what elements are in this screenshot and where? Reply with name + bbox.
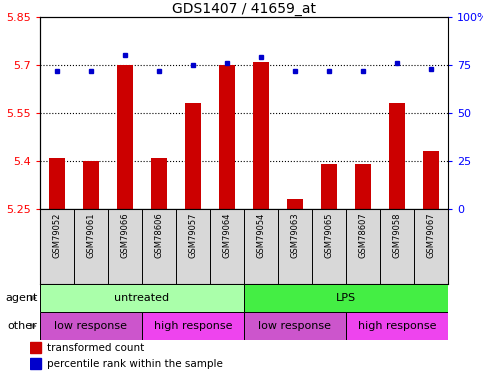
Text: high response: high response [358, 321, 436, 331]
Bar [49, 158, 65, 209]
Text: GSM79064: GSM79064 [223, 213, 231, 258]
Bar [40, 312, 142, 340]
Text: GSM79061: GSM79061 [86, 213, 96, 258]
Text: GSM79065: GSM79065 [325, 213, 333, 258]
Bar [84, 161, 99, 209]
Bar [389, 104, 405, 209]
Bar [219, 65, 235, 209]
Text: transformed count: transformed count [47, 343, 144, 353]
Bar [355, 164, 370, 209]
Text: GSM78607: GSM78607 [358, 213, 368, 258]
Text: agent: agent [5, 293, 38, 303]
Text: untreated: untreated [114, 293, 170, 303]
Text: low response: low response [55, 321, 128, 331]
Bar [185, 104, 200, 209]
Bar [287, 200, 303, 209]
Bar [142, 312, 244, 340]
Text: GSM79054: GSM79054 [256, 213, 266, 258]
Text: LPS: LPS [336, 293, 356, 303]
Text: GSM78606: GSM78606 [155, 213, 164, 258]
Bar [30, 342, 41, 354]
Text: GSM79052: GSM79052 [53, 213, 61, 258]
Bar [321, 164, 337, 209]
Text: other: other [8, 321, 38, 331]
Bar [244, 284, 448, 312]
Text: GSM79058: GSM79058 [393, 213, 401, 258]
Bar [424, 152, 439, 209]
Text: GSM79066: GSM79066 [120, 213, 129, 258]
Text: percentile rank within the sample: percentile rank within the sample [47, 359, 223, 369]
Text: GSM79067: GSM79067 [426, 213, 436, 258]
Bar [40, 284, 244, 312]
Text: GSM79063: GSM79063 [290, 213, 299, 258]
Bar [30, 358, 41, 369]
Text: high response: high response [154, 321, 232, 331]
Bar [151, 158, 167, 209]
Title: GDS1407 / 41659_at: GDS1407 / 41659_at [172, 2, 316, 16]
Text: low response: low response [258, 321, 331, 331]
Bar [244, 312, 346, 340]
Bar [346, 312, 448, 340]
Text: GSM79057: GSM79057 [188, 213, 198, 258]
Bar [254, 62, 269, 209]
Bar [117, 65, 133, 209]
